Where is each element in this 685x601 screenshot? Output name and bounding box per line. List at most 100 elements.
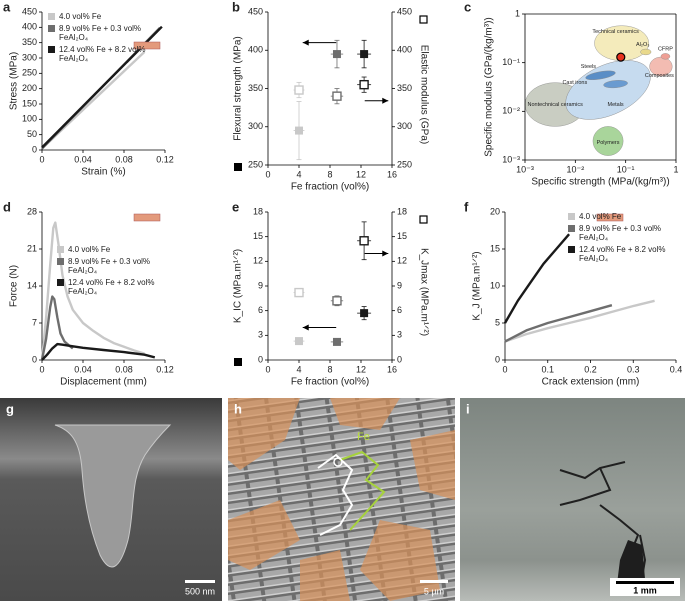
specimen-icon [133, 213, 161, 222]
y2-tick-label: 250 [397, 159, 412, 169]
legend-swatch [48, 13, 55, 20]
y-tick-label: 450 [22, 6, 37, 16]
y-tick-label: 400 [22, 22, 37, 32]
y2-axis-label: Elastic modulus (GPa) [418, 45, 429, 144]
legend-label: 4.0 vol% Fe [579, 212, 622, 221]
y-axis-label: K_IC (MPa.m¹ᐟ²) [233, 249, 244, 323]
y2-tick-label: 450 [397, 6, 412, 16]
legend-swatch [568, 225, 575, 232]
x-tick-label: 8 [327, 169, 332, 179]
region-label: Al₂O₃ [636, 42, 650, 48]
x-tick-label: 0 [502, 364, 507, 374]
y-axis-label: Flexural strength (MPa) [233, 36, 244, 140]
y-tick-label: 350 [248, 83, 263, 93]
y-tick-label: 1 [515, 8, 520, 18]
x-tick-label: 10⁻² [566, 164, 584, 174]
series-line [504, 299, 655, 343]
x-tick-label: 0.04 [74, 364, 92, 374]
legend-entry: 4.0 vol% Fe [568, 212, 676, 221]
x-tick-label: 0.1 [541, 364, 554, 374]
axis-key-filled [234, 163, 242, 171]
y-tick-label: 0 [495, 354, 500, 364]
y-tick-label: 250 [248, 159, 263, 169]
y-tick-label: 15 [490, 243, 500, 253]
y2-tick-label: 18 [397, 206, 407, 216]
y-tick-label: 20 [490, 206, 500, 216]
legend-entry: 12.4 vol% Fe + 8.2 vol% FeAl₂O₄ [568, 245, 676, 263]
y-tick-label: 150 [22, 98, 37, 108]
y-tick-label: 400 [248, 45, 263, 55]
material-region [640, 48, 652, 56]
legend-swatch [57, 278, 64, 286]
particle [54, 424, 172, 568]
y-tick-label: 10⁻² [502, 106, 520, 116]
y2-tick-label: 3 [397, 330, 402, 340]
x-axis-label: Fe fraction (vol%) [291, 377, 369, 388]
x-tick-label: 16 [387, 364, 397, 374]
x-tick-label: 0.08 [115, 364, 133, 374]
y-axis-label: Force (N) [9, 265, 20, 307]
y-tick-label: 450 [248, 6, 263, 16]
legend-entry: 8.9 vol% Fe + 0.3 vol% FeAl₂O₄ [48, 24, 156, 42]
legend-label: 12.4 vol% Fe + 8.2 vol% FeAl₂O₄ [579, 245, 666, 263]
region-label: Steels [581, 64, 597, 70]
legend-label: 4.0 vol% Fe [59, 12, 102, 21]
legend-entry: 8.9 vol% Fe + 0.3 vol% FeAl₂O₄ [57, 257, 165, 275]
data-point [332, 91, 342, 101]
material-region [603, 80, 628, 89]
sem-image-h: Fe h 5 µm [228, 398, 455, 601]
y-tick-label: 350 [22, 37, 37, 47]
scale-bar [616, 581, 674, 584]
y-tick-label: 12 [253, 256, 263, 266]
panel-letter: h [234, 401, 242, 416]
panel-letter: f [464, 199, 469, 214]
annotation: Fe [357, 431, 370, 443]
series-line [503, 233, 571, 324]
fe-overlay [228, 398, 455, 601]
legend-swatch [48, 46, 55, 53]
panel-letter: b [232, 0, 240, 14]
y-tick-label: 0 [258, 354, 263, 364]
x-axis-label: Fe fraction (vol%) [291, 182, 369, 193]
y-tick-label: 6 [258, 305, 263, 315]
legend-entry: 12.4 vol% Fe + 8.2 vol% FeAl₂O₄ [57, 278, 165, 296]
region-label: Cast irons [562, 80, 587, 86]
y-tick-label: 21 [27, 243, 37, 253]
material-region [585, 70, 616, 80]
x-tick-label: 8 [327, 364, 332, 374]
y-tick-label: 0 [32, 144, 37, 154]
x-axis-label: Specific strength (MPa/(kg/m³)) [531, 177, 669, 188]
scale-bar [185, 580, 215, 583]
x-axis-label: Strain (%) [81, 167, 125, 178]
y-tick-label: 100 [22, 114, 37, 124]
y-tick-label: 10 [490, 280, 500, 290]
y-axis-label: Specific modulus (GPa/(kg/m³)) [484, 17, 495, 156]
region-label: Metals [607, 102, 623, 108]
legend-label: 12.4 vol% Fe + 8.2 vol% FeAl₂O₄ [59, 45, 146, 63]
x-tick-label: 0 [39, 154, 44, 164]
sem-image-g: g 500 nm [0, 398, 222, 601]
legend-swatch [57, 245, 64, 253]
x-tick-label: 0.12 [156, 154, 174, 164]
axis-arrow-head [302, 39, 309, 46]
data-point [359, 79, 369, 90]
axis-arrow-head [382, 250, 389, 257]
y-tick-label: 300 [248, 121, 263, 131]
y2-axis-label: K_Jmax (MPa.m¹ᐟ²) [418, 248, 429, 336]
y2-tick-label: 15 [397, 231, 407, 241]
panel-letter: i [466, 401, 470, 416]
marker-circle [333, 457, 343, 467]
legend-entry: 8.9 vol% Fe + 0.3 vol% FeAl₂O₄ [568, 224, 676, 242]
y-axis-label: K_J (MPa.m¹ᐟ²) [472, 251, 483, 320]
axis-arrow-head [382, 97, 389, 104]
y2-tick-label: 400 [397, 45, 412, 55]
data-point [360, 309, 369, 318]
region-label: Composites [645, 73, 674, 79]
x-tick-label: 4 [296, 364, 301, 374]
data-point [294, 85, 304, 95]
x-tick-label: 10⁻¹ [617, 164, 635, 174]
data-point [332, 50, 341, 59]
y-tick-label: 200 [22, 83, 37, 93]
legend-label: 8.9 vol% Fe + 0.3 vol% FeAl₂O₄ [68, 256, 151, 275]
